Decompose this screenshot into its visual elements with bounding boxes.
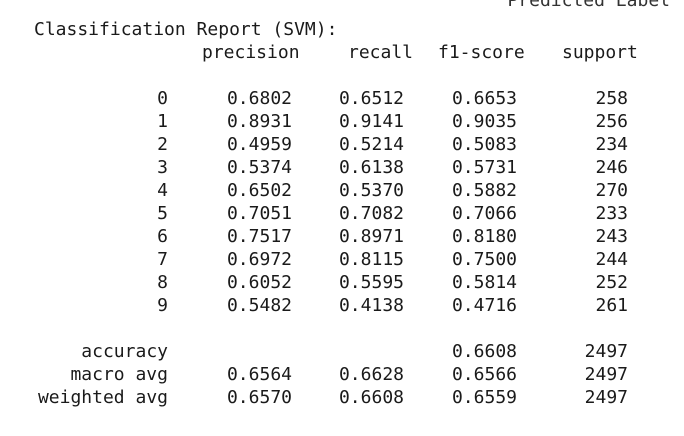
support-value: 2497 [584,387,628,408]
f1-score-value: 0.5083 [451,134,517,155]
support-value: 234 [595,134,628,155]
precision-value: 0.6972 [226,249,292,270]
class-row: 7 0.6972 0.8115 0.7500 244 [34,248,628,271]
header-row: precision recall f1-score support [34,41,638,64]
support-value: 233 [595,203,628,224]
precision-value: 0.5374 [226,157,292,178]
class-row: 8 0.6052 0.5595 0.5814 252 [34,271,628,294]
row-label: 3 [157,157,168,178]
summary-rows: accuracy 0.6608 2497 macro avg 0.6564 0.6628 0… [34,340,628,409]
precision-value: 0.6802 [226,88,292,109]
header-f1-score: f1-score [438,42,525,63]
row-label: 6 [157,226,168,247]
row-label: 8 [157,272,168,293]
support-value: 246 [595,157,628,178]
row-label: 9 [157,295,168,316]
class-row: 5 0.7051 0.7082 0.7066 233 [34,202,628,225]
f1-score-value: 0.8180 [451,226,517,247]
recall-value: 0.4138 [338,295,404,316]
f1-score-value: 0.4716 [451,295,517,316]
summary-row: weighted avg 0.6570 0.6608 0.6559 2497 [34,386,628,409]
recall-value: 0.5370 [338,180,404,201]
recall-value: 0.5214 [338,134,404,155]
recall-value: 0.7082 [338,203,404,224]
support-value: 270 [595,180,628,201]
recall-value: 0.5595 [338,272,404,293]
f1-score-value: 0.6608 [451,341,517,362]
row-label: 7 [157,249,168,270]
row-label: 4 [157,180,168,201]
precision-value: 0.6570 [226,387,292,408]
recall-value: 0.6608 [338,387,404,408]
summary-row: accuracy 0.6608 2497 [34,340,628,363]
precision-value: 0.8931 [226,111,292,132]
header-precision: precision [202,42,300,63]
recall-value: 0.8115 [338,249,404,270]
row-label: 2 [157,134,168,155]
row-label: 1 [157,111,168,132]
blank-line [34,317,337,340]
class-row: 0 0.6802 0.6512 0.6653 258 [34,87,628,110]
support-value: 2497 [584,364,628,385]
clipped-axis-label: Predicted Label [507,0,670,11]
support-value: 244 [595,249,628,270]
classification-report: Classification Report (SVM): precision r… [34,18,638,409]
header-recall: recall [348,42,414,63]
recall-value: 0.9141 [338,111,404,132]
support-value: 261 [595,295,628,316]
f1-score-value: 0.6566 [451,364,517,385]
recall-value: 0.6628 [338,364,404,385]
precision-value: 0.7051 [226,203,292,224]
recall-value: 0.8971 [338,226,404,247]
class-row: 6 0.7517 0.8971 0.8180 243 [34,225,628,248]
row-label: accuracy [81,341,168,362]
class-rows: 0 0.6802 0.6512 0.6653 258 1 0.8931 0.9141 0.903… [34,87,628,317]
support-value: 243 [595,226,628,247]
f1-score-value: 0.7066 [451,203,517,224]
class-row: 3 0.5374 0.6138 0.5731 246 [34,156,628,179]
class-row: 4 0.6502 0.5370 0.5882 270 [34,179,628,202]
f1-score-value: 0.7500 [451,249,517,270]
precision-value: 0.6564 [226,364,292,385]
row-label: weighted avg [37,387,168,408]
precision-value: 0.5482 [226,295,292,316]
f1-score-value: 0.5731 [451,157,517,178]
report-title: Classification Report (SVM): [34,19,338,40]
f1-score-value: 0.5814 [451,272,517,293]
f1-score-value: 0.9035 [451,111,517,132]
blank-line [34,64,337,87]
header-support: support [562,42,638,63]
precision-value: 0.4959 [226,134,292,155]
row-label: 5 [157,203,168,224]
recall-value: 0.6512 [338,88,404,109]
row-label: 0 [157,88,168,109]
f1-score-value: 0.5882 [451,180,517,201]
f1-score-value: 0.6559 [451,387,517,408]
precision-value: 0.7517 [226,226,292,247]
row-label: macro avg [70,364,168,385]
class-row: 1 0.8931 0.9141 0.9035 256 [34,110,628,133]
summary-row: macro avg 0.6564 0.6628 0.6566 2497 [34,363,628,386]
support-value: 256 [595,111,628,132]
support-value: 252 [595,272,628,293]
support-value: 258 [595,88,628,109]
recall-value: 0.6138 [338,157,404,178]
f1-score-value: 0.6653 [451,88,517,109]
class-row: 9 0.5482 0.4138 0.4716 261 [34,294,628,317]
support-value: 2497 [584,341,628,362]
precision-value: 0.6502 [226,180,292,201]
class-row: 2 0.4959 0.5214 0.5083 234 [34,133,628,156]
precision-value: 0.6052 [226,272,292,293]
